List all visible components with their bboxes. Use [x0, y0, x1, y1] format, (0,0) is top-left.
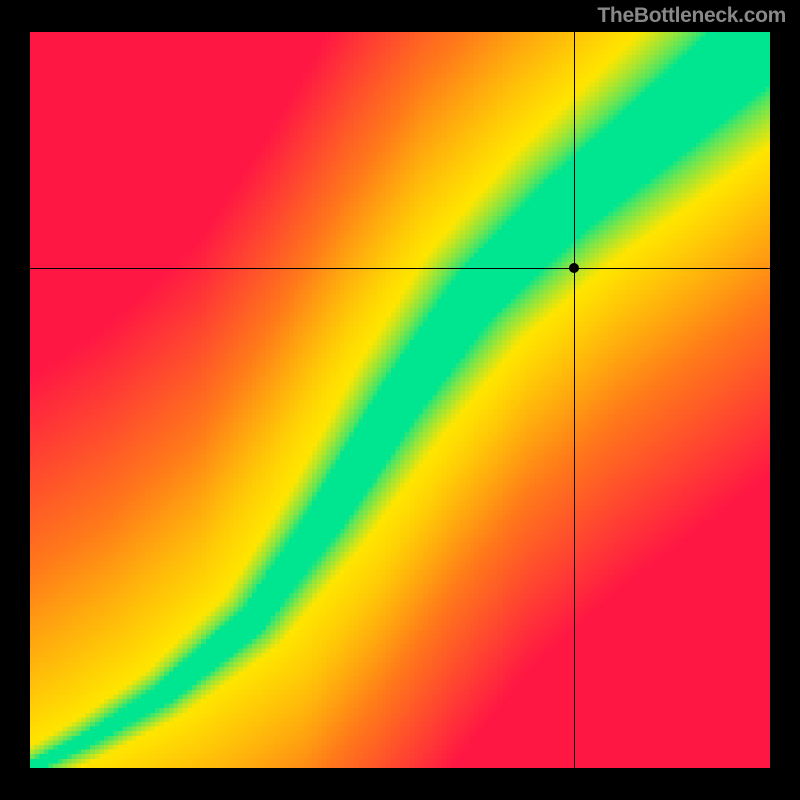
heatmap-plot	[30, 32, 770, 768]
crosshair-point	[569, 263, 579, 273]
watermark-text: TheBottleneck.com	[597, 4, 786, 28]
crosshair-vertical	[574, 32, 575, 768]
heatmap-canvas	[30, 32, 770, 768]
crosshair-horizontal	[30, 268, 770, 269]
